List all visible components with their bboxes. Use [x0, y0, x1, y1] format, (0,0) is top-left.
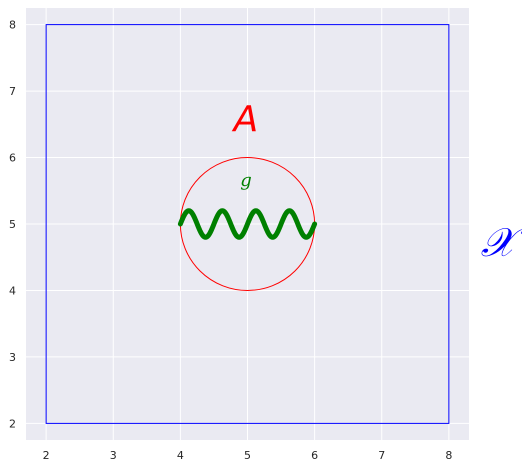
x-tick-labels: 2 3 4 5 6 7 8	[43, 449, 453, 462]
x-tick-label-5: 5	[244, 449, 251, 462]
y-tick-labels: 2 3 4 5 6 7 8	[9, 19, 16, 431]
x-tick-label-8: 8	[445, 449, 452, 462]
y-tick-label-2: 2	[9, 417, 16, 430]
x-tick-label-7: 7	[378, 449, 385, 462]
y-tick-label-4: 4	[9, 284, 16, 297]
x-tick-label-3: 3	[110, 449, 117, 462]
x-tick-label-6: 6	[311, 449, 318, 462]
y-tick-label-3: 3	[9, 351, 16, 364]
x-tick-label-2: 2	[43, 449, 50, 462]
y-tick-label-5: 5	[9, 218, 16, 231]
annotation-label-x: 𝒳	[481, 220, 522, 266]
series	[177, 208, 318, 240]
annotation-label-a: A	[232, 99, 259, 140]
series-line-0	[177, 208, 318, 240]
x-tick-label-4: 4	[177, 449, 184, 462]
y-tick-label-7: 7	[9, 85, 16, 98]
annotation-label-g: g	[240, 170, 252, 191]
y-tick-label-6: 6	[9, 152, 16, 165]
y-tick-label-8: 8	[9, 19, 16, 32]
rectangle-shape	[45, 24, 450, 424]
